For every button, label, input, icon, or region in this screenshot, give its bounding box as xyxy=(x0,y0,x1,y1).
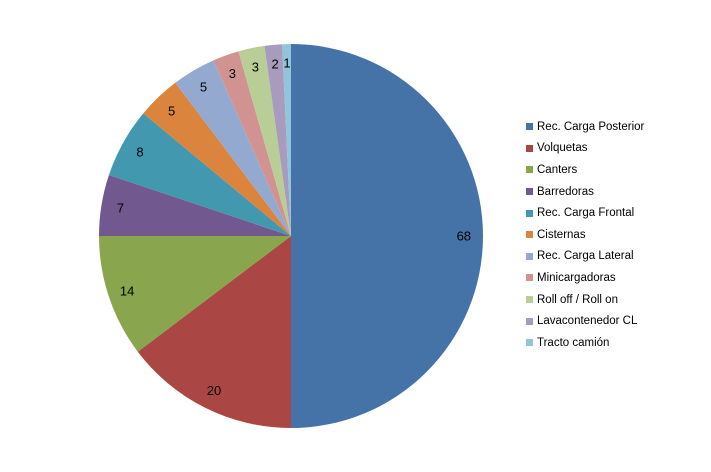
data-label-tracto-cami-n: 1 xyxy=(283,56,290,71)
legend-swatch xyxy=(526,339,533,347)
legend-item: Lavacontenedor CL xyxy=(526,310,644,332)
legend-item: Rec. Carga Frontal xyxy=(526,202,644,224)
legend-label: Tracto camión xyxy=(537,336,610,349)
data-label-cisternas: 5 xyxy=(168,104,175,119)
data-label-lavacontenedor-cl: 2 xyxy=(271,56,278,71)
legend-label: Volquetas xyxy=(537,142,588,155)
legend-label: Rec. Carga Lateral xyxy=(537,250,634,263)
legend-item: Barredoras xyxy=(526,181,644,203)
pie-slice-rec-carga-frontal xyxy=(108,113,291,236)
legend-swatch xyxy=(526,252,533,260)
data-label-roll-off-roll-on: 3 xyxy=(252,59,259,74)
legend: Rec. Carga Posterior Volquetas Canters Barr… xyxy=(526,116,644,354)
legend-label: Minicargadoras xyxy=(537,271,616,284)
pie-slices xyxy=(99,44,483,428)
pie-slice-tracto-cami-n xyxy=(282,44,291,236)
data-label-rec-carga-frontal: 8 xyxy=(136,144,143,159)
data-label-rec-carga-lateral: 5 xyxy=(200,80,207,95)
data-label-rec-carga-posterior: 68 xyxy=(457,229,471,244)
legend-swatch xyxy=(526,188,533,196)
pie-slice-canters xyxy=(99,236,291,352)
legend-swatch xyxy=(526,166,533,174)
legend-swatch xyxy=(526,209,533,217)
data-label-volquetas: 20 xyxy=(207,383,221,398)
legend-swatch xyxy=(526,123,533,131)
pie-slice-rec-carga-posterior xyxy=(291,44,483,428)
legend-item: Rec. Carga Lateral xyxy=(526,246,644,268)
pie-slice-barredoras xyxy=(99,174,291,236)
pie-slice-cisternas xyxy=(143,82,291,236)
legend-label: Cisternas xyxy=(537,228,586,241)
pie-slice-volquetas xyxy=(137,236,291,428)
legend-item: Cisternas xyxy=(526,224,644,246)
legend-item: Roll off / Roll on xyxy=(526,289,644,311)
legend-item: Canters xyxy=(526,159,644,181)
data-label-barredoras: 7 xyxy=(117,201,124,216)
legend-swatch xyxy=(526,144,533,152)
legend-swatch xyxy=(526,296,533,304)
pie-slice-roll-off-roll-on xyxy=(238,45,291,236)
legend-label: Lavacontenedor CL xyxy=(537,315,638,328)
legend-swatch xyxy=(526,274,533,282)
pie-slice-rec-carga-lateral xyxy=(175,60,291,237)
legend-label: Rec. Carga Posterior xyxy=(537,120,645,133)
legend-item: Minicargadoras xyxy=(526,267,644,289)
legend-item: Tracto camión xyxy=(526,332,644,354)
data-label-minicargadoras: 3 xyxy=(229,66,236,81)
legend-swatch xyxy=(526,317,533,325)
pie-slice-lavacontenedor-cl xyxy=(264,44,291,237)
pie-slice-minicargadoras xyxy=(213,51,291,237)
legend-label: Rec. Carga Frontal xyxy=(537,207,635,220)
legend-label: Barredoras xyxy=(537,185,594,198)
data-label-canters: 14 xyxy=(120,283,134,298)
legend-swatch xyxy=(526,231,533,239)
legend-item: Volquetas xyxy=(526,138,644,160)
legend-item: Rec. Carga Posterior xyxy=(526,116,644,138)
legend-label: Canters xyxy=(537,163,578,176)
legend-label: Roll off / Roll on xyxy=(537,293,618,306)
